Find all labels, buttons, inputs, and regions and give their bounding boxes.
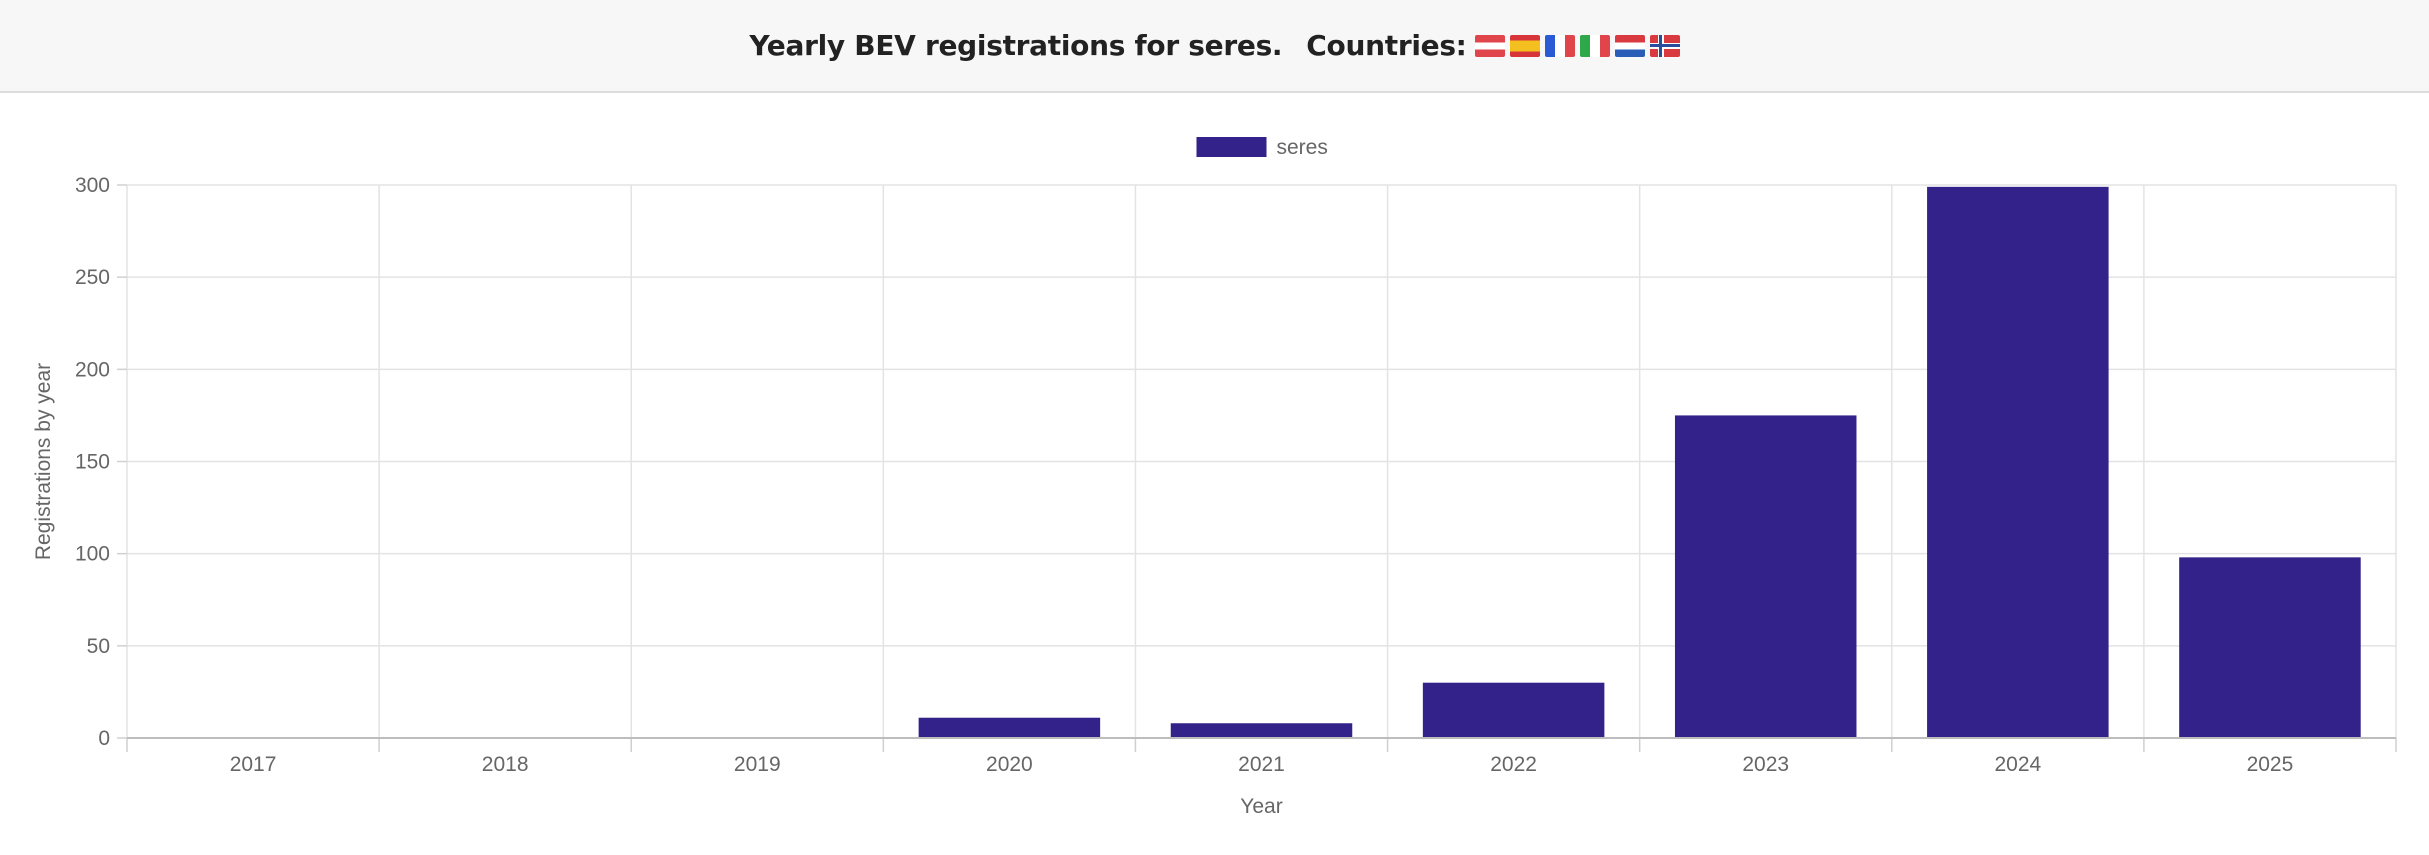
bars [918,186,2361,738]
y-tick-label: 50 [87,635,110,658]
bar-2022 [1422,682,1605,738]
bar-2025 [2179,557,2361,738]
italy-flag-icon [1579,34,1610,57]
bar-2020 [918,717,1101,738]
x-tick-label: 2025 [2247,753,2294,776]
norway-flag-icon [1649,34,1680,57]
netherlands-flag-icon [1614,34,1645,57]
x-tick-label: 2021 [1238,753,1285,776]
chart-title: Yearly BEV registrations for seres. [749,29,1283,62]
bar-2023 [1674,415,1857,738]
axes: 0 50 100 150 200 250 300 2017 2018 2019 2020 2021 20… [32,174,2397,818]
france-flag-icon [1544,34,1575,57]
bar-2024 [1927,186,2109,738]
country-flags [1474,34,1680,57]
x-tick-label: 2020 [986,753,1033,776]
bar-2021 [1170,723,1353,738]
austria-flag-icon [1474,34,1505,57]
y-tick-label: 300 [75,174,110,197]
x-tick-label: 2019 [734,753,781,776]
y-tick-label: 150 [75,451,110,474]
x-axis-title: Year [1240,795,1282,818]
grid [126,184,2397,739]
y-tick-label: 250 [75,266,110,289]
legend-swatch [1196,137,1267,157]
y-tick-label: 100 [75,543,110,566]
x-tick-label: 2024 [1994,753,2041,776]
legend[interactable]: seres [1196,136,1328,159]
x-tick-label: 2018 [482,753,529,776]
legend-label: seres [1277,136,1328,159]
x-tick-label: 2017 [230,753,277,776]
x-tick-label: 2022 [1490,753,1537,776]
spain-flag-icon [1509,34,1540,57]
bar-chart: seres 0 50 100 150 200 250 300 2017 2018 2019 2020… [32,136,2397,818]
countries-label: Countries: [1306,29,1467,62]
y-axis-title: Registrations by year [32,363,55,560]
y-tick-label: 200 [75,358,110,381]
chart-header: Yearly BEV registrations for seres. Coun… [0,0,2429,93]
y-tick-label: 0 [98,727,110,750]
x-tick-label: 2023 [1742,753,1789,776]
